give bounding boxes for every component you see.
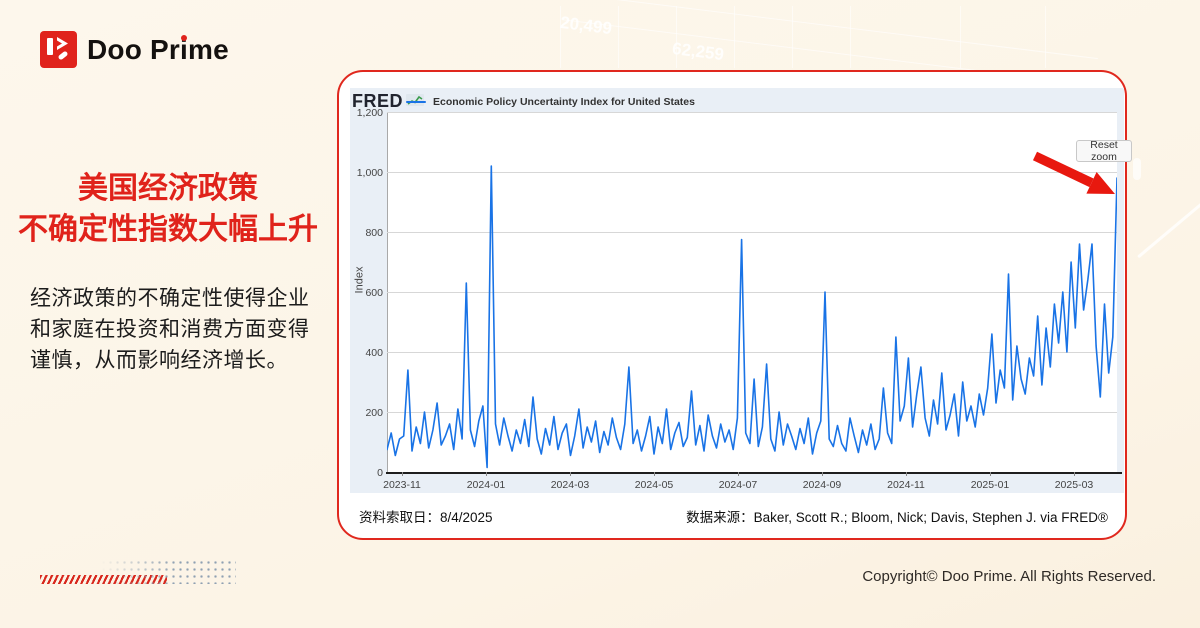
x-tick-label-2023-11: 2023-11 — [383, 479, 421, 491]
page-title: 美国经济政策 不确定性指数大幅上升 — [6, 168, 330, 250]
plot-area[interactable] — [386, 112, 1122, 474]
x-tick-label-2025-03: 2025-03 — [1054, 479, 1094, 491]
y-tick-label-400: 400 — [365, 347, 383, 359]
doo-prime-logo: Doo Pri me — [40, 31, 229, 68]
reset-zoom-button[interactable]: Reset zoom — [1076, 139, 1132, 163]
x-tick-label-2024-05: 2024-05 — [634, 479, 674, 491]
x-tick-mark-2023-11 — [402, 472, 403, 476]
gridline-y-1000 — [387, 172, 1117, 173]
chart-card: FRED Economic Policy Uncertainty Index f… — [337, 70, 1132, 540]
data-source: 数据来源：Baker, Scott R.; Bloom, Nick; Davis… — [686, 510, 1108, 525]
watermark-blob — [1133, 158, 1141, 180]
fred-logo-text: FRED — [352, 91, 403, 111]
y-tick-label-0: 0 — [377, 467, 383, 479]
y-tick-label-800: 800 — [365, 227, 383, 239]
x-tick-label-2025-01: 2025-01 — [970, 479, 1010, 491]
x-tick-mark-2024-09 — [822, 472, 823, 476]
x-tick-label-2024-11: 2024-11 — [887, 479, 925, 491]
y-tick-label-200: 200 — [365, 407, 383, 419]
x-tick-mark-2024-05 — [654, 472, 655, 476]
epu-line-series — [387, 165, 1117, 469]
x-tick-mark-2024-07 — [738, 472, 739, 476]
fred-chart-widget: FRED Economic Policy Uncertainty Index f… — [350, 88, 1132, 493]
y-tick-label-1000: 1,000 — [356, 167, 383, 179]
chart-legend: Economic Policy Uncertainty Index for Un… — [406, 96, 695, 108]
description-text: 经济政策的不确定性使得企业和家庭在投资和消费方面变得谨慎，从而影响经济增长。 — [30, 287, 310, 372]
x-axis-line — [386, 471, 1122, 474]
gridline-y-800 — [387, 232, 1117, 233]
logo-i-red-dot — [180, 34, 187, 41]
x-tick-label-2024-03: 2024-03 — [550, 479, 590, 491]
page-title-line2: 不确定性指数大幅上升 — [18, 213, 318, 246]
legend-label: Economic Policy Uncertainty Index for Un… — [433, 96, 695, 108]
fred-logo: FRED — [352, 91, 424, 112]
x-tick-label-2024-09: 2024-09 — [802, 479, 842, 491]
gridline-y-600 — [387, 292, 1117, 293]
legend-line-swatch — [406, 101, 426, 103]
gridline-y-1200 — [387, 112, 1117, 113]
x-tick-label-2024-01: 2024-01 — [466, 479, 506, 491]
deco-dot-grid — [100, 559, 236, 584]
card-footer: 资料索取日：8/4/2025 数据来源：Baker, Scott R.; Blo… — [359, 506, 1108, 526]
x-tick-mark-2025-03 — [1074, 472, 1075, 476]
data-retrieval-date: 资料索取日：8/4/2025 — [359, 510, 493, 525]
x-tick-mark-2024-11 — [906, 472, 907, 476]
doo-prime-logo-icon — [40, 31, 77, 68]
x-tick-mark-2024-01 — [486, 472, 487, 476]
gridline-y-400 — [387, 352, 1117, 353]
watermark-streak — [1137, 200, 1200, 259]
doo-prime-logo-text: Doo Pri me — [87, 33, 229, 65]
copyright-text: Copyright© Doo Prime. All Rights Reserve… — [862, 568, 1156, 585]
x-tick-label-2024-07: 2024-07 — [718, 479, 758, 491]
watermark-number-1: 20,499 — [559, 12, 614, 39]
y-tick-label-600: 600 — [365, 287, 383, 299]
y-tick-label-1200: 1,200 — [356, 107, 383, 119]
x-tick-mark-2025-01 — [990, 472, 991, 476]
watermark-number-2: 62,259 — [671, 38, 726, 65]
x-tick-mark-2024-03 — [570, 472, 571, 476]
page-title-line1: 美国经济政策 — [78, 172, 258, 205]
